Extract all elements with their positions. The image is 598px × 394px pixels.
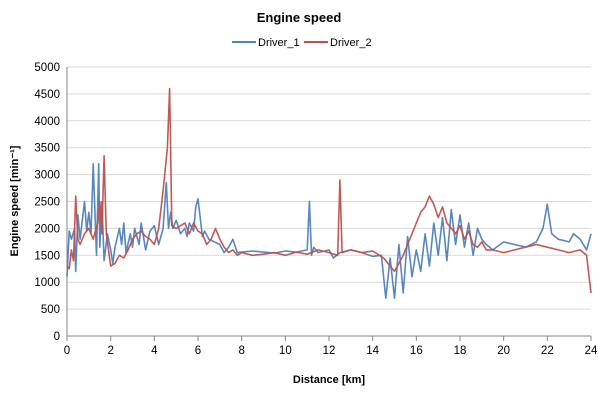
y-tick-label-2000: 2000	[34, 223, 60, 235]
x-tick-label-8: 8	[238, 345, 244, 357]
y-tick-label-4000: 4000	[34, 116, 60, 128]
y-tick-label-3000: 3000	[34, 170, 60, 182]
x-tick-label-2: 2	[107, 345, 113, 357]
x-tick-label-16: 16	[410, 345, 423, 357]
x-tick-label-6: 6	[195, 345, 201, 357]
y-tick-label-1500: 1500	[34, 250, 60, 262]
x-tick-label-24: 24	[585, 345, 598, 357]
x-tick-label-20: 20	[497, 345, 510, 357]
chart-title: Engine speed	[257, 10, 342, 25]
y-tick-label-0: 0	[54, 331, 60, 343]
series-line-driver-1	[66, 163, 592, 300]
y-tick-label-5000: 5000	[34, 62, 60, 74]
series-line-driver-2	[66, 87, 592, 294]
x-tick-label-10: 10	[279, 345, 292, 357]
x-tick-label-18: 18	[454, 345, 467, 357]
legend: Driver_1 Driver_2	[232, 37, 372, 49]
x-tick-label-14: 14	[366, 345, 379, 357]
x-tick-label-0: 0	[64, 345, 70, 357]
y-tick-label-500: 500	[41, 304, 60, 316]
y-tick-label-3500: 3500	[34, 143, 60, 155]
y-tick-label-1000: 1000	[34, 277, 60, 289]
y-tick-label-4500: 4500	[34, 89, 60, 101]
x-axis-title: Distance [km]	[293, 374, 365, 386]
legend-label-driver-1: Driver_1	[258, 37, 300, 49]
x-tick-label-12: 12	[323, 345, 336, 357]
series-lines	[66, 87, 592, 300]
y-tick-label-2500: 2500	[34, 197, 60, 209]
x-tick-label-4: 4	[151, 345, 158, 357]
axes: 0 500 1000 1500 2000 2500 3000 3500 4000 4500 5000…	[34, 62, 598, 357]
gridlines	[67, 66, 591, 337]
y-axis-title: Engine speed [min⁻¹]	[9, 145, 21, 256]
x-tick-label-22: 22	[541, 345, 554, 357]
legend-label-driver-2: Driver_2	[330, 37, 372, 49]
